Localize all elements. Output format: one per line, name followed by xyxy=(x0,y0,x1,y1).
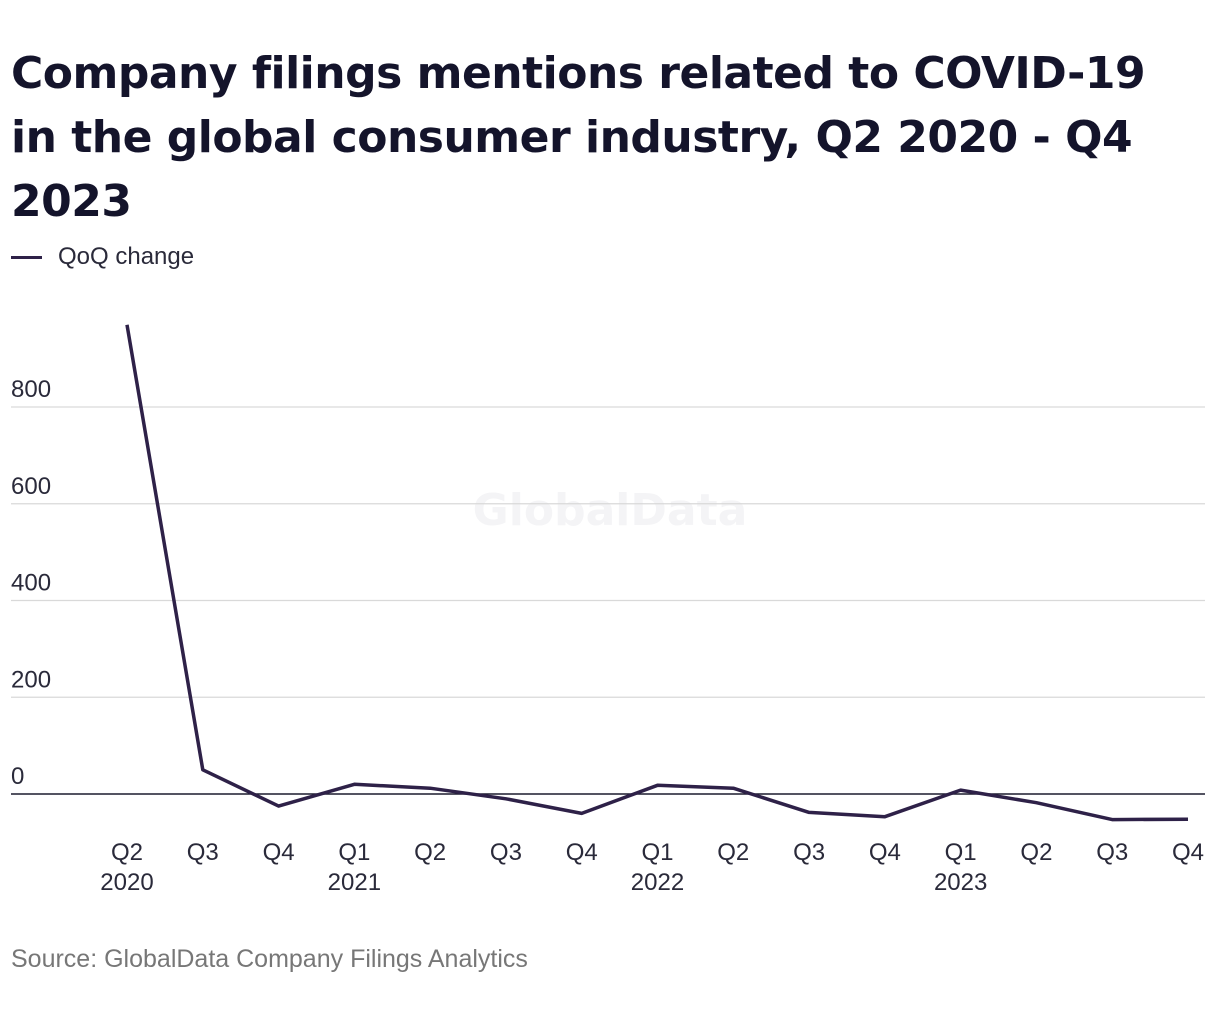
legend-swatch xyxy=(11,255,42,259)
x-tick-year-label: 2022 xyxy=(631,869,684,896)
x-tick-label: Q3 xyxy=(793,839,825,866)
legend: QoQ change xyxy=(11,240,194,274)
y-tick-label-400: 400 xyxy=(11,570,51,597)
y-tick-label-0: 0 xyxy=(11,763,24,790)
x-tick-year-label: 2021 xyxy=(328,869,381,896)
y-tick-label-800: 800 xyxy=(11,376,51,403)
y-tick-label-200: 200 xyxy=(11,666,51,693)
x-tick-label: Q4 xyxy=(263,839,295,866)
x-tick-label: Q3 xyxy=(490,839,522,866)
chart-title: Company filings mentions related to COVI… xyxy=(11,48,1146,227)
source-note: Source: GlobalData Company Filings Analy… xyxy=(11,945,528,973)
x-tick-label: Q1 xyxy=(338,839,370,866)
x-tick-label: Q4 xyxy=(869,839,901,866)
x-tick-label: Q1 xyxy=(641,839,673,866)
x-tick-year-label: 2023 xyxy=(934,869,987,896)
series-line-0 xyxy=(125,324,1189,822)
x-tick-label: Q1 xyxy=(945,839,977,866)
line-chart: GlobalData 0 200 400 600 800 Q2 2020 Q3 Q4 Q1 2021 Q… xyxy=(11,324,1205,896)
x-tick-label: Q3 xyxy=(187,839,219,866)
y-tick-label-600: 600 xyxy=(11,473,51,500)
x-tick-label: Q2 xyxy=(414,839,446,866)
x-tick-label: Q3 xyxy=(1096,839,1128,866)
legend-label: QoQ change xyxy=(58,243,195,270)
x-tick-label: Q2 xyxy=(717,839,749,866)
x-tick-label: Q2 xyxy=(1020,839,1052,866)
x-tick-label: Q2 xyxy=(111,839,143,866)
watermark: GlobalData xyxy=(473,485,748,536)
x-tick-label: Q4 xyxy=(566,839,598,866)
x-tick-year-label: 2020 xyxy=(100,869,153,896)
x-tick-label: Q4 xyxy=(1172,839,1204,866)
